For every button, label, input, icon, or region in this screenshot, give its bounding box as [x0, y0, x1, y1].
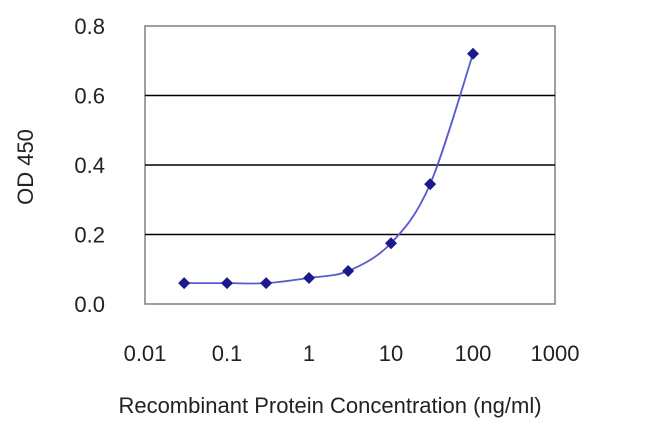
y-axis-label: OD 450 — [13, 129, 38, 205]
data-point — [467, 47, 479, 60]
x-axis-label: Recombinant Protein Concentration (ng/ml… — [118, 393, 541, 418]
data-point — [424, 178, 437, 191]
data-point — [342, 264, 355, 277]
y-tick-labels: 0.0 0.2 0.4 0.6 0.8 — [74, 14, 105, 317]
y-tick-label: 0.2 — [74, 223, 105, 248]
y-tick-label: 0.8 — [74, 14, 105, 39]
y-tick-label: 0.0 — [74, 292, 105, 317]
x-tick-label: 1 — [303, 341, 315, 366]
y-tick-label: 0.4 — [74, 153, 105, 178]
data-point — [385, 237, 397, 250]
y-tick-label: 0.6 — [74, 84, 105, 109]
series-line — [184, 53, 474, 285]
data-markers — [178, 47, 479, 290]
series-curve-layer — [184, 53, 474, 285]
x-tick-label: 1000 — [531, 341, 580, 366]
data-point — [260, 277, 273, 290]
x-tick-label: 0.01 — [124, 341, 167, 366]
x-tick-label: 0.1 — [212, 341, 243, 366]
x-tick-label: 10 — [379, 341, 403, 366]
gridlines — [145, 94, 555, 236]
x-tick-labels: 0.01 0.1 1 10 100 1000 — [124, 341, 580, 366]
data-point — [221, 277, 233, 290]
x-tick-label: 100 — [455, 341, 492, 366]
data-point — [303, 271, 315, 284]
data-point — [178, 277, 191, 290]
